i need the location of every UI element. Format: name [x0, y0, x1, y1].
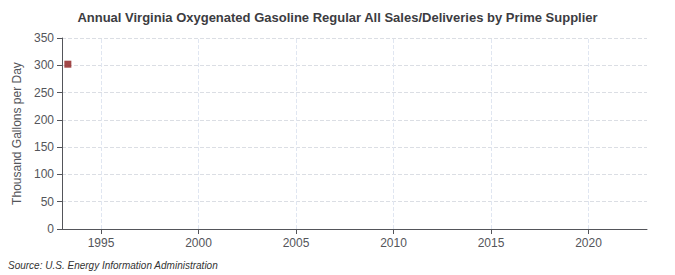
svg-text:2010: 2010	[380, 236, 407, 250]
svg-text:100: 100	[34, 167, 54, 181]
svg-text:Annual Virginia Oxygenated Gas: Annual Virginia Oxygenated Gasoline Regu…	[77, 10, 597, 25]
svg-text:250: 250	[34, 86, 54, 100]
svg-text:1995: 1995	[88, 236, 115, 250]
svg-text:Source: U.S. Energy Informatio: Source: U.S. Energy Information Administ…	[8, 260, 218, 271]
svg-text:2005: 2005	[283, 236, 310, 250]
svg-text:2020: 2020	[575, 236, 602, 250]
svg-text:300: 300	[34, 58, 54, 72]
svg-text:150: 150	[34, 140, 54, 154]
svg-text:350: 350	[34, 31, 54, 45]
svg-text:200: 200	[34, 113, 54, 127]
svg-text:50: 50	[41, 195, 55, 209]
svg-text:Thousand Gallons per Day: Thousand Gallons per Day	[10, 62, 24, 205]
svg-text:2015: 2015	[478, 236, 505, 250]
svg-text:0: 0	[47, 222, 54, 236]
svg-text:2000: 2000	[185, 236, 212, 250]
